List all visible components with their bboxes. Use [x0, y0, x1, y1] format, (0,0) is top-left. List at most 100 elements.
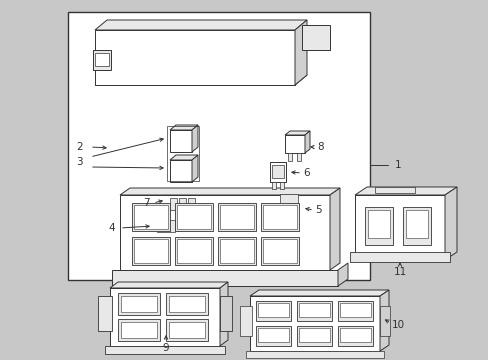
Text: 11: 11: [392, 267, 406, 277]
Bar: [177, 205, 210, 229]
Polygon shape: [354, 187, 456, 195]
Polygon shape: [329, 188, 339, 270]
Bar: [278, 192, 299, 220]
Bar: [112, 270, 337, 286]
Text: 1: 1: [394, 160, 401, 170]
Bar: [187, 198, 195, 210]
Bar: [354, 195, 444, 260]
Bar: [68, 12, 369, 280]
Bar: [220, 205, 253, 229]
Text: 2: 2: [76, 142, 83, 152]
Polygon shape: [192, 155, 198, 182]
Text: 5: 5: [314, 205, 321, 215]
Bar: [258, 328, 288, 342]
Polygon shape: [170, 125, 198, 130]
Polygon shape: [192, 125, 198, 152]
Bar: [249, 296, 379, 351]
Bar: [379, 306, 389, 336]
Bar: [95, 53, 109, 66]
Bar: [118, 319, 160, 341]
Bar: [292, 220, 296, 226]
Bar: [271, 182, 275, 189]
Polygon shape: [444, 187, 456, 260]
Bar: [95, 30, 294, 85]
Bar: [170, 198, 177, 210]
Bar: [281, 220, 285, 226]
Polygon shape: [120, 188, 339, 195]
Polygon shape: [285, 131, 309, 135]
Bar: [98, 296, 112, 331]
Bar: [256, 326, 290, 346]
Bar: [402, 207, 430, 245]
Bar: [261, 237, 298, 265]
Bar: [349, 252, 449, 262]
Bar: [263, 239, 296, 263]
Bar: [157, 220, 175, 232]
Bar: [110, 288, 220, 346]
Bar: [169, 296, 204, 312]
Bar: [367, 210, 389, 238]
Bar: [256, 301, 290, 321]
Bar: [134, 239, 168, 263]
Bar: [132, 203, 170, 231]
Bar: [298, 303, 329, 317]
Polygon shape: [249, 290, 388, 296]
Bar: [179, 198, 185, 210]
Text: 9: 9: [163, 343, 169, 353]
Bar: [177, 239, 210, 263]
Bar: [134, 205, 168, 229]
Bar: [175, 237, 213, 265]
Bar: [120, 195, 329, 270]
Bar: [405, 210, 427, 238]
Bar: [168, 195, 196, 215]
Text: 3: 3: [76, 157, 83, 167]
Bar: [218, 203, 256, 231]
Bar: [337, 326, 372, 346]
Bar: [93, 50, 111, 70]
Bar: [298, 328, 329, 342]
Polygon shape: [95, 20, 306, 30]
Bar: [167, 126, 199, 181]
Polygon shape: [220, 282, 227, 346]
Bar: [240, 306, 251, 336]
Polygon shape: [170, 155, 198, 160]
Bar: [337, 301, 372, 321]
Polygon shape: [305, 131, 309, 153]
Text: 10: 10: [391, 320, 404, 330]
Bar: [165, 319, 207, 341]
Bar: [218, 237, 256, 265]
Text: 6: 6: [303, 168, 309, 178]
Bar: [263, 205, 296, 229]
Bar: [285, 135, 305, 153]
Bar: [296, 326, 331, 346]
Bar: [261, 203, 298, 231]
Bar: [374, 187, 414, 193]
Bar: [245, 351, 383, 358]
Bar: [271, 165, 284, 178]
Bar: [169, 322, 204, 338]
Bar: [287, 153, 291, 161]
Bar: [132, 237, 170, 265]
Bar: [175, 203, 213, 231]
Text: 7: 7: [143, 198, 150, 208]
Bar: [364, 207, 392, 245]
Bar: [302, 25, 329, 50]
Bar: [220, 296, 231, 331]
Bar: [339, 303, 370, 317]
Bar: [155, 218, 177, 236]
Polygon shape: [379, 290, 388, 351]
Bar: [269, 162, 285, 182]
Bar: [339, 328, 370, 342]
Bar: [170, 160, 192, 182]
Bar: [296, 153, 301, 161]
Text: 4: 4: [108, 223, 115, 233]
Text: 8: 8: [316, 142, 323, 152]
Bar: [280, 194, 297, 214]
Polygon shape: [110, 282, 227, 288]
Bar: [258, 303, 288, 317]
Bar: [118, 293, 160, 315]
Bar: [121, 296, 157, 312]
Bar: [170, 130, 192, 152]
Bar: [165, 293, 207, 315]
Polygon shape: [337, 263, 347, 286]
